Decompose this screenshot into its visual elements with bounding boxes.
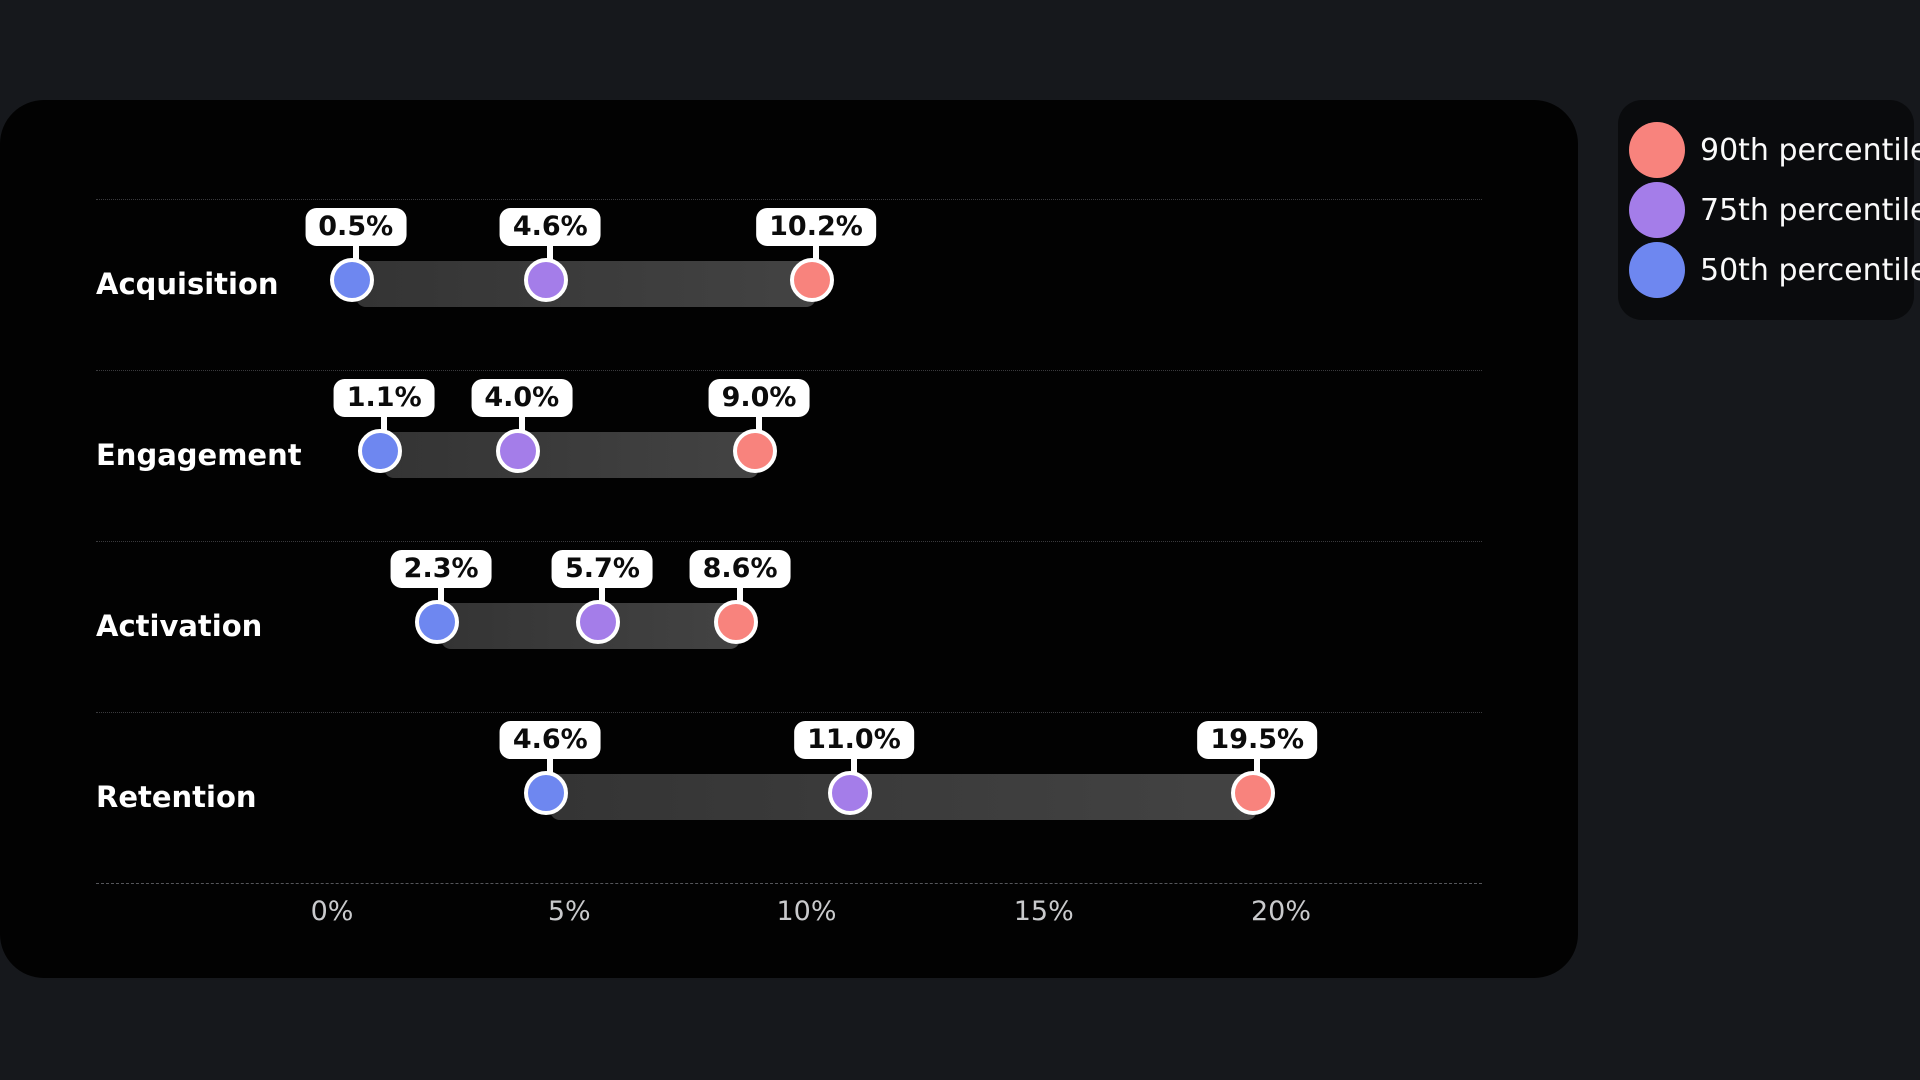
label-stem (381, 413, 388, 433)
percentile-dot-50th-activation[interactable] (415, 600, 460, 644)
label-stem (850, 755, 857, 775)
label-stem (812, 242, 819, 262)
label-stem (518, 413, 525, 433)
range-bar-retention (550, 774, 1258, 820)
value-label-75th-activation: 5.7% (552, 550, 653, 588)
percentile-dot-50th-acquisition[interactable] (329, 258, 374, 302)
label-stem (438, 584, 445, 604)
value-label-90th-retention: 19.5% (1197, 721, 1318, 759)
label-stem (737, 584, 744, 604)
gridline (96, 541, 1482, 542)
category-label-retention: Retention (96, 780, 257, 814)
value-label-90th-engagement: 9.0% (708, 379, 810, 417)
percentile-dot-90th-engagement[interactable] (733, 429, 778, 473)
value-label-50th-engagement: 1.1% (333, 379, 435, 417)
value-label-90th-acquisition: 10.2% (756, 208, 876, 246)
x-axis-line (96, 883, 1482, 884)
percentile-dot-90th-acquisition[interactable] (789, 258, 834, 302)
gridline (96, 370, 1482, 371)
percentile-dot-75th-engagement[interactable] (495, 429, 540, 473)
percentile-dot-50th-retention[interactable] (524, 771, 569, 815)
legend-item-90th[interactable]: 90th percentile (1629, 122, 1920, 178)
x-tick-label: 20% (1250, 896, 1312, 927)
label-stem (1254, 755, 1261, 775)
label-stem (756, 413, 763, 433)
legend-label: 75th percentile (1700, 192, 1920, 228)
value-label-75th-retention: 11.0% (794, 721, 914, 759)
label-stem (352, 242, 359, 262)
x-tick-label: 0% (310, 896, 354, 927)
label-stem (547, 755, 554, 775)
range-bar-acquisition (355, 261, 816, 307)
percentile-dot-90th-activation[interactable] (714, 600, 759, 644)
percentile-dot-50th-engagement[interactable] (358, 429, 403, 473)
x-tick-label: 5% (547, 896, 591, 927)
percentile-dot-75th-acquisition[interactable] (524, 258, 569, 302)
percentile-dot-75th-retention[interactable] (827, 771, 872, 815)
gridline (96, 712, 1482, 713)
value-label-90th-activation: 8.6% (689, 550, 791, 588)
value-label-50th-acquisition: 0.5% (305, 208, 407, 246)
legend-dot-50th-icon (1629, 242, 1685, 298)
value-label-75th-engagement: 4.0% (471, 379, 573, 417)
percentile-dot-75th-activation[interactable] (576, 600, 621, 644)
legend-item-75th[interactable]: 75th percentile (1629, 182, 1920, 238)
chart-panel: 0% 5% 10% 15% 20% Acquisition 0.5% 4.6% 10.2% Eng… (0, 100, 1578, 978)
range-bar-engagement (384, 432, 760, 478)
category-label-engagement: Engagement (96, 438, 302, 472)
value-label-50th-activation: 2.3% (390, 550, 492, 588)
legend-item-50th[interactable]: 50th percentile (1629, 242, 1920, 298)
percentile-dot-90th-retention[interactable] (1231, 771, 1276, 815)
legend-label: 50th percentile (1700, 252, 1920, 288)
category-label-acquisition: Acquisition (96, 267, 279, 301)
legend-dot-90th-icon (1629, 122, 1685, 178)
legend-dot-75th-icon (1629, 182, 1685, 238)
x-tick-label: 10% (776, 896, 837, 927)
value-label-75th-acquisition: 4.6% (499, 208, 601, 246)
label-stem (599, 584, 606, 604)
legend-label: 90th percentile (1700, 132, 1920, 168)
label-stem (547, 242, 554, 262)
gridline (96, 199, 1482, 200)
value-label-50th-retention: 4.6% (499, 721, 601, 759)
x-tick-label: 15% (1013, 896, 1074, 927)
legend: 90th percentile 75th percentile 50th per… (1618, 100, 1920, 320)
category-label-activation: Activation (96, 609, 263, 643)
